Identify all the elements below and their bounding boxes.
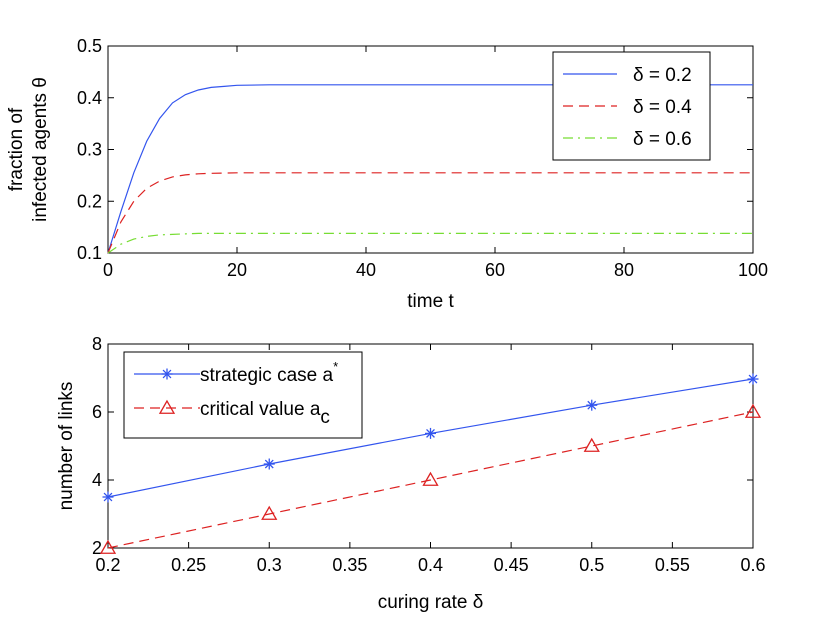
legend: strategic case a*critical value ac — [123, 351, 363, 439]
data-point-marker — [744, 403, 762, 418]
y-tick-label: 8 — [92, 334, 102, 354]
y-tick-label: 0.1 — [77, 243, 102, 263]
x-tick-label: 20 — [227, 260, 247, 280]
x-axis-label: time t — [407, 291, 454, 312]
legend-box — [123, 351, 363, 439]
y-tick-label: 4 — [92, 470, 102, 490]
data-point-marker — [586, 399, 598, 411]
x-tick-label: 0.3 — [257, 555, 282, 575]
data-point-marker — [99, 539, 117, 554]
x-tick-label: 0.4 — [418, 555, 443, 575]
legend-marker — [158, 399, 176, 414]
bottom-chart: 0.2 0.25 0.3 0.35 0.4 0.45 0.5 0.55 0.6 2 4 6 8 curin… — [56, 334, 766, 613]
data-point-marker — [263, 458, 275, 470]
x-tick-label: 60 — [485, 260, 505, 280]
series-line-2 — [107, 411, 754, 549]
data-point-marker — [425, 427, 436, 439]
data-point-marker — [583, 437, 600, 452]
data-point-marker — [261, 505, 278, 520]
legend: δ = 0.2 δ = 0.4 δ = 0.6 — [552, 51, 711, 161]
x-tick-label: 0.6 — [740, 555, 765, 575]
y-tick-label: 0.3 — [77, 140, 102, 160]
y-axis-label: fraction of — [6, 107, 27, 191]
legend-label: δ = 0.2 — [633, 65, 692, 86]
x-tick-label: 0.55 — [655, 555, 690, 575]
y-axis-label: number of links — [56, 382, 77, 511]
top-chart: 0 20 40 60 80 100 0.1 0.2 0.3 0.4 0.5 time t fractio… — [6, 36, 768, 312]
x-tick-label: 0.5 — [579, 555, 604, 575]
x-tick-label: 0.25 — [171, 555, 206, 575]
x-tick-label: 100 — [738, 260, 768, 280]
series-line-3 — [107, 232, 753, 254]
y-tick-label: 0.2 — [77, 191, 102, 211]
x-tick-label: 0.2 — [95, 555, 120, 575]
series-line-1 — [107, 84, 753, 254]
x-tick-label: 40 — [356, 260, 376, 280]
y-tick-label: 2 — [92, 538, 102, 558]
y-tick-label: 0.5 — [77, 36, 102, 56]
series-line-2 — [107, 172, 753, 254]
legend-label: δ = 0.4 — [633, 97, 692, 118]
legend-marker — [161, 368, 173, 380]
data-point-marker — [422, 471, 439, 486]
x-axis-label: curing rate δ — [378, 592, 484, 613]
x-tick-label: 0.35 — [332, 555, 367, 575]
x-tick-label: 0 — [103, 260, 113, 280]
data-point-marker — [747, 373, 759, 385]
data-point-marker — [102, 491, 114, 503]
x-tick-label: 80 — [614, 260, 634, 280]
y-tick-label: 6 — [92, 402, 102, 422]
legend-label: δ = 0.6 — [633, 129, 692, 150]
x-tick-label: 0.45 — [494, 555, 529, 575]
y-axis-label: infected agents θ — [30, 77, 51, 222]
y-tick-label: 0.4 — [77, 88, 102, 108]
